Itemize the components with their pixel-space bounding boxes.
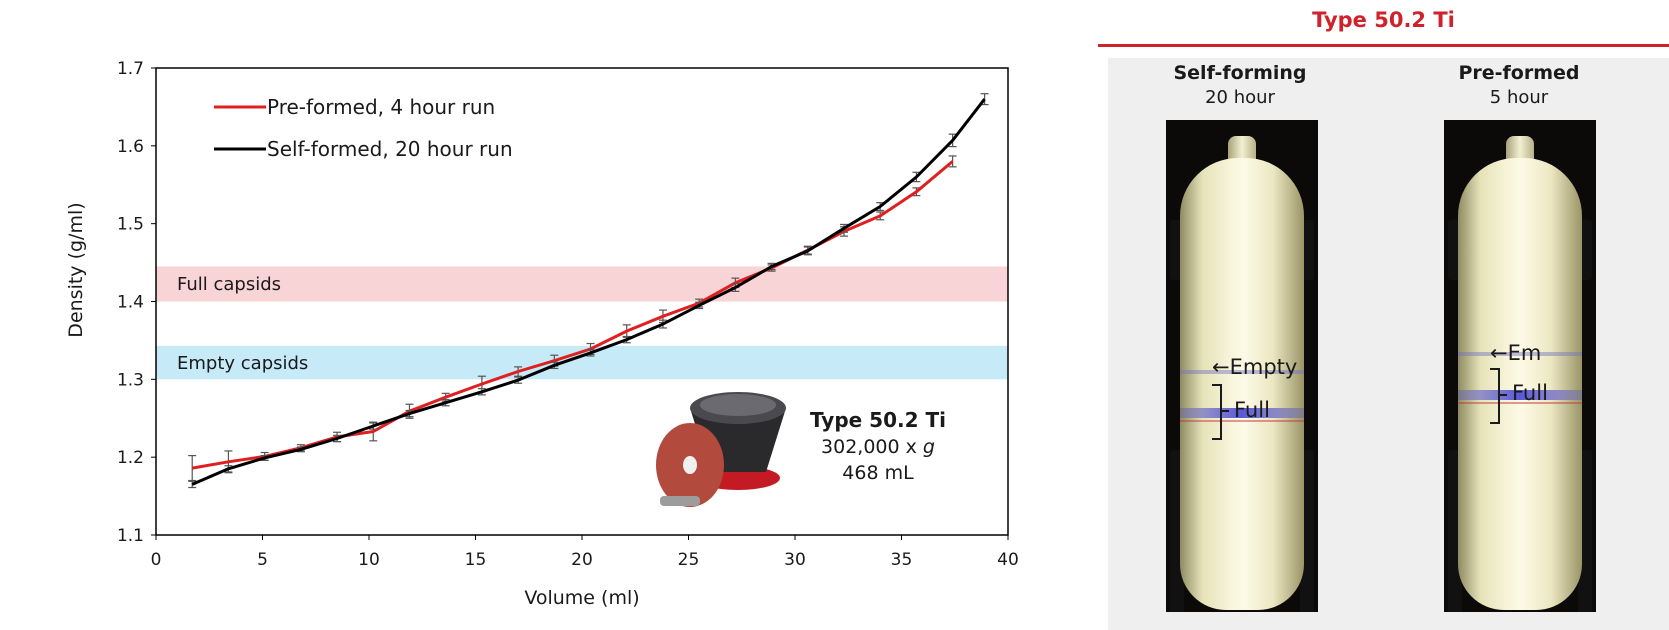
legend-label-self-formed: Self-formed, 20 hour run xyxy=(267,137,513,161)
left-arrow-icon: ← xyxy=(1212,355,1230,379)
band-label-empty: Empty capsids xyxy=(177,353,308,374)
empty-band xyxy=(1180,370,1304,374)
tube-duration-self-forming: 20 hour xyxy=(1205,87,1275,108)
rotor-force-value: 302,000 x xyxy=(821,436,923,458)
left-arrow-icon: ← xyxy=(1490,341,1508,365)
photo-panel-title: Type 50.2 Ti xyxy=(1312,8,1455,32)
y-axis-title: Density (g/ml) xyxy=(65,202,87,337)
tube-body xyxy=(1180,158,1304,610)
rotor-name: Type 50.2 Ti xyxy=(810,408,946,432)
x-tick-label: 30 xyxy=(784,550,806,570)
x-axis-title: Volume (ml) xyxy=(524,587,639,609)
band-label-full: Full capsids xyxy=(177,274,281,295)
rotor-disc-hole xyxy=(683,456,697,474)
rotor-illustration xyxy=(656,392,786,507)
y-tick-label: 1.4 xyxy=(117,293,144,313)
y-tick-label: 1.1 xyxy=(117,526,144,546)
tube-heading-self-forming: Self-forming 20 hour xyxy=(1150,62,1330,108)
legend-label-pre-formed: Pre-formed, 4 hour run xyxy=(267,95,495,119)
y-tick-label: 1.6 xyxy=(117,137,144,157)
full-brace-icon xyxy=(1212,384,1222,440)
tube-heading-pre-formed: Pre-formed 5 hour xyxy=(1429,62,1609,108)
x-tick-label: 40 xyxy=(997,550,1019,570)
y-tick-label: 1.3 xyxy=(117,370,144,390)
x-tick-label: 25 xyxy=(678,550,700,570)
band-full xyxy=(156,266,1008,302)
rotor-force-unit: g xyxy=(923,436,935,458)
faint-red-band xyxy=(1180,420,1304,422)
empty-band xyxy=(1458,352,1582,356)
axis-ticks: 0 5 10 15 20 25 30 35 40 1.1 1.2 1.3 1.4 1.5 1.6 1.7 xyxy=(117,59,1019,570)
full-band xyxy=(1180,408,1304,418)
tube-tip xyxy=(1228,136,1256,162)
tube-method-pre-formed: Pre-formed xyxy=(1458,62,1580,84)
full-brace-icon xyxy=(1490,368,1500,424)
tube-photo-panel: Type 50.2 Ti Self-forming 20 hour Pre-fo… xyxy=(1098,0,1669,630)
tube-photo-pre-formed xyxy=(1444,120,1596,612)
x-tick-label: 10 xyxy=(358,550,380,570)
title-divider xyxy=(1098,44,1669,47)
tube-method-self-forming: Self-forming xyxy=(1173,62,1307,84)
full-band xyxy=(1458,390,1582,400)
rotor-force: 302,000 x g xyxy=(821,436,935,458)
y-tick-label: 1.2 xyxy=(117,448,144,468)
empty-label-pre-formed: Em xyxy=(1507,341,1542,365)
series-line-self-formed xyxy=(191,98,986,486)
tube-body xyxy=(1458,158,1582,610)
data-series xyxy=(188,93,989,489)
x-tick-label: 5 xyxy=(257,550,268,570)
full-label-pre-formed: Full xyxy=(1512,381,1548,405)
x-tick-label: 15 xyxy=(465,550,487,570)
empty-annotation-pre-formed: ←Em xyxy=(1490,341,1541,365)
full-brace-tick xyxy=(1500,394,1507,396)
full-label-self-forming: Full xyxy=(1234,398,1270,422)
y-tick-label: 1.7 xyxy=(117,59,144,79)
rotor-tool xyxy=(660,496,700,506)
tube-tip xyxy=(1506,136,1534,162)
faint-red-band xyxy=(1458,402,1582,404)
legend: Pre-formed, 4 hour run Self-formed, 20 h… xyxy=(214,95,513,161)
tube-duration-pre-formed: 5 hour xyxy=(1489,87,1549,108)
y-tick-label: 1.5 xyxy=(117,215,144,235)
full-brace-tick xyxy=(1222,410,1229,412)
density-chart: 0 5 10 15 20 25 30 35 40 1.1 1.2 1.3 1.4 1.5 1.6 1.7 Pr… xyxy=(65,59,1019,609)
rotor-volume: 468 mL xyxy=(842,462,914,484)
x-tick-label: 35 xyxy=(891,550,913,570)
empty-label-self-forming: Empty xyxy=(1229,355,1298,379)
tube-photo-self-forming xyxy=(1166,120,1318,612)
x-tick-label: 0 xyxy=(151,550,162,570)
empty-annotation-self-forming: ←Empty xyxy=(1212,355,1297,379)
x-tick-label: 20 xyxy=(571,550,593,570)
rotor-lid xyxy=(700,394,776,416)
